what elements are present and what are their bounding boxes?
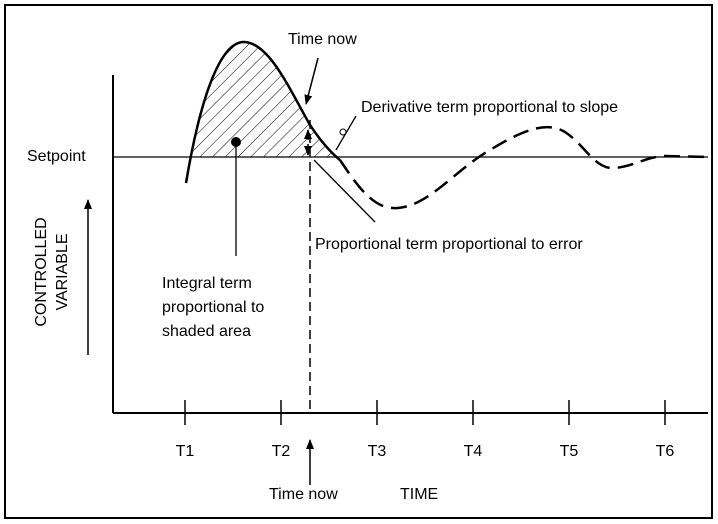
integral-label: Integral term xyxy=(162,275,252,292)
y-axis-label: CONTROLLED xyxy=(33,217,50,326)
x-axis-label: TIME xyxy=(400,486,438,503)
tick-label: T5 xyxy=(560,443,579,460)
proportional-label: Proportional term proportional to error xyxy=(315,236,583,253)
time-now-top-arrow xyxy=(304,57,319,105)
response-solid xyxy=(184,40,341,184)
derivative-dot xyxy=(339,128,347,136)
proportional-pointer xyxy=(313,159,376,223)
tick-label: T4 xyxy=(464,443,483,460)
tick-label: T3 xyxy=(368,443,387,460)
tick-label: T1 xyxy=(176,443,195,460)
frame xyxy=(4,4,713,519)
tick-label: T2 xyxy=(272,443,291,460)
derivative-label: Derivative term proportional to slope xyxy=(361,99,618,116)
ticks xyxy=(184,400,666,425)
tick-label: T6 xyxy=(656,443,675,460)
integral-label: shaded area xyxy=(162,323,251,340)
setpoint-label: Setpoint xyxy=(27,148,86,165)
time-now-bottom: Time now xyxy=(269,486,338,503)
y-axis-label: VARIABLE xyxy=(54,233,71,310)
integral-area xyxy=(186,41,340,157)
response-dashed xyxy=(338,125,709,210)
integral-label: proportional to xyxy=(162,299,264,316)
time-now-top: Time now xyxy=(288,31,357,48)
